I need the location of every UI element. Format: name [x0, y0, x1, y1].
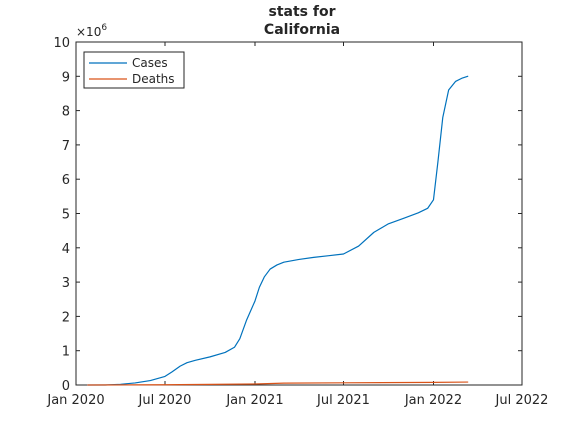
y-tick-label: 6 — [62, 173, 70, 188]
y-tick-label: 0 — [62, 379, 70, 394]
y-tick-label: 10 — [53, 36, 70, 51]
y-tick-label: 9 — [62, 70, 70, 85]
legend-label-deaths: Deaths — [132, 72, 175, 86]
legend-label-cases: Cases — [132, 56, 168, 70]
x-tick-label: Jul 2021 — [316, 393, 370, 408]
x-tick-label: Jul 2020 — [138, 393, 192, 408]
legend: Cases Deaths — [83, 51, 185, 89]
y-tick-label: 7 — [62, 139, 70, 154]
x-tick-label: Jan 2021 — [225, 393, 283, 408]
series-lines — [87, 75, 469, 386]
y-tick-label: 8 — [62, 105, 70, 120]
chart-title-line-1: stats for — [269, 4, 336, 20]
y-tick-label: 5 — [62, 208, 70, 223]
x-tick-label: Jan 2022 — [404, 393, 462, 408]
x-tick-label: Jul 2022 — [495, 393, 549, 408]
axis-ticks: 0 1 2 3 4 5 6 7 8 9 10 Jan 2020 Jul 2020 Jan 2021 Jul … — [46, 36, 548, 408]
y-tick-label: 2 — [62, 310, 70, 325]
y-axis-exponent-label: ×106 — [76, 23, 107, 39]
x-tick-label: Jan 2020 — [46, 393, 104, 408]
y-exponent-base: ×106 — [76, 23, 107, 39]
y-tick-label: 1 — [62, 345, 70, 360]
series-line-cases — [87, 75, 469, 386]
chart-title-line-2: California — [264, 22, 340, 38]
y-tick-label: 4 — [62, 242, 70, 257]
y-tick-label: 3 — [62, 276, 70, 291]
legend-box — [83, 51, 185, 89]
plot-area — [75, 41, 523, 386]
series-line-deaths — [87, 381, 469, 386]
